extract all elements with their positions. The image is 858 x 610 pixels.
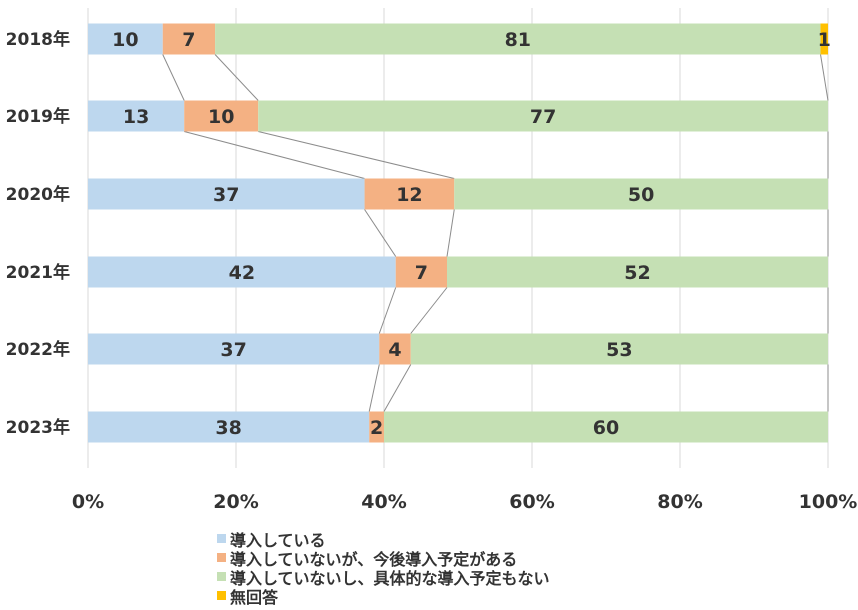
data-label: 52 — [624, 262, 650, 284]
category-label: 2020年 — [6, 184, 70, 205]
series-line — [378, 287, 397, 334]
data-label: 60 — [593, 417, 619, 439]
bar-segment — [88, 23, 163, 55]
series-line — [258, 131, 455, 179]
x-tick-label: 0% — [72, 491, 104, 513]
bar-segment — [184, 100, 259, 132]
data-labels: 10 7 81 1 13 10 77 37 12 50 42 7 52 37 4 53 38 2 60 — [112, 29, 831, 439]
series-line — [364, 209, 397, 257]
data-label: 7 — [182, 29, 195, 51]
x-tick-label: 60% — [509, 491, 554, 513]
bar-segment — [88, 178, 365, 210]
gridlines — [87, 8, 829, 468]
data-label: 10 — [112, 29, 138, 51]
data-label: 7 — [415, 262, 428, 284]
legend-swatch — [217, 572, 226, 581]
legend: 導入している 導入していないが、今後導入予定がある 導入していないし、具体的な導入予… — [217, 529, 550, 607]
bar-segment — [88, 411, 370, 443]
category-label: 2018年 — [6, 29, 70, 50]
data-label: 37 — [220, 339, 246, 361]
series-line — [410, 287, 448, 334]
data-label: 37 — [213, 184, 239, 206]
legend-label: 導入している — [230, 530, 326, 550]
legend-item: 導入していないが、今後導入予定がある — [217, 548, 550, 569]
category-label: 2019年 — [6, 106, 70, 127]
bar-segment — [369, 411, 384, 443]
x-tick-label: 20% — [213, 491, 258, 513]
x-axis-tick-labels: 0% 20% 40% 60% 80% 100% — [72, 491, 857, 513]
legend-label: 導入していないし、具体的な導入予定もない — [230, 568, 550, 588]
legend-swatch — [217, 553, 226, 562]
data-label: 50 — [628, 184, 654, 206]
bar-segment — [410, 333, 828, 365]
legend-label: 導入していないが、今後導入予定がある — [230, 549, 518, 569]
legend-swatch — [217, 591, 226, 600]
series-line — [162, 54, 185, 101]
series-lines — [162, 54, 829, 412]
legend-label: 無回答 — [230, 587, 279, 607]
x-tick-label: 80% — [657, 491, 702, 513]
data-label: 1 — [818, 29, 831, 51]
bar-segment — [88, 333, 380, 365]
bar-segment — [215, 23, 821, 55]
data-label: 81 — [505, 29, 531, 51]
bar-segment — [88, 256, 396, 288]
data-label: 77 — [530, 106, 556, 128]
bar-segment — [454, 178, 828, 210]
legend-item: 導入していないし、具体的な導入予定もない — [217, 567, 550, 588]
series-line — [446, 209, 455, 257]
category-label: 2023年 — [6, 417, 70, 438]
data-label: 4 — [388, 339, 401, 361]
bar-segment — [364, 178, 455, 210]
data-label: 42 — [229, 262, 255, 284]
legend-swatch — [217, 534, 226, 543]
category-label: 2021年 — [6, 262, 70, 283]
bar-segment — [379, 333, 411, 365]
category-labels: 2018年 2019年 2020年 2021年 2022年 2023年 — [6, 29, 70, 438]
series-line — [820, 54, 829, 101]
data-label: 12 — [396, 184, 422, 206]
data-label: 53 — [606, 339, 632, 361]
data-label: 13 — [123, 106, 149, 128]
data-label: 2 — [370, 417, 383, 439]
x-tick-label: 100% — [799, 491, 858, 513]
bar-segment — [88, 100, 185, 132]
legend-item: 導入している — [217, 529, 550, 550]
data-label: 38 — [215, 417, 241, 439]
data-label: 10 — [208, 106, 234, 128]
x-tick-label: 40% — [361, 491, 406, 513]
series-line — [184, 131, 365, 179]
legend-item: 無回答 — [217, 586, 550, 607]
series-line — [383, 364, 412, 412]
category-label: 2022年 — [6, 339, 70, 360]
bar-segment — [162, 23, 216, 55]
bar-segment — [447, 256, 828, 288]
series-line — [368, 364, 380, 412]
bar-segment — [258, 100, 828, 132]
bar-segment — [384, 411, 828, 443]
bar-segment — [820, 23, 828, 55]
bar-segment — [395, 256, 448, 288]
bar-segments — [88, 23, 828, 443]
series-line — [214, 54, 259, 101]
